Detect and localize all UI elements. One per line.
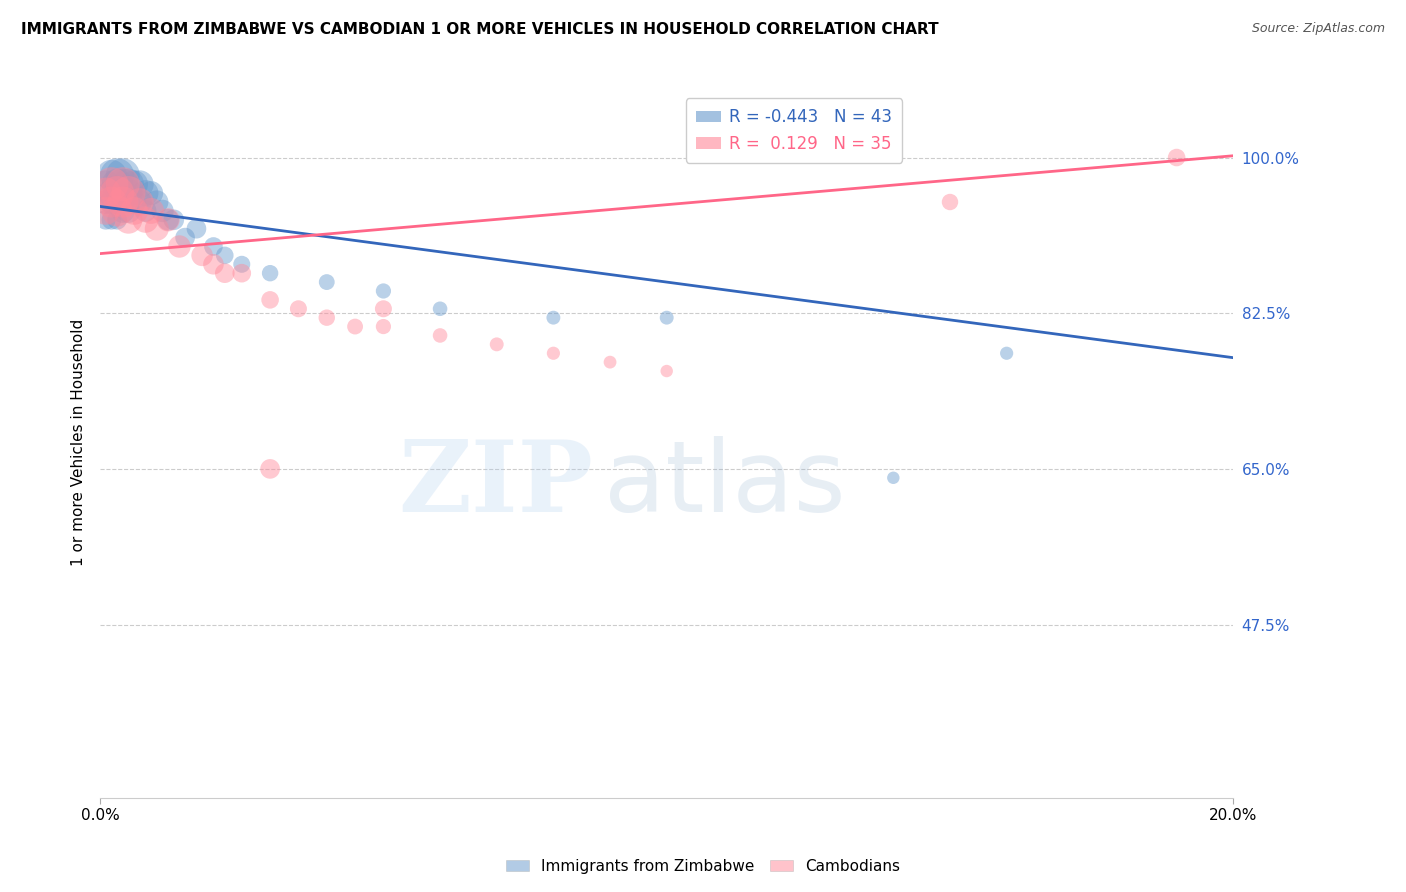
Point <box>122 178 145 192</box>
Point <box>146 221 169 235</box>
Point <box>105 178 128 192</box>
Point <box>134 203 156 218</box>
Point <box>105 212 128 227</box>
Point <box>128 194 150 209</box>
Point <box>94 194 117 209</box>
Point <box>373 284 395 298</box>
Point <box>117 186 139 200</box>
Text: ZIP: ZIP <box>398 436 593 533</box>
Point <box>105 186 128 200</box>
Point <box>543 310 565 325</box>
Point <box>1166 151 1188 165</box>
Point <box>599 355 621 369</box>
Point <box>231 257 253 271</box>
Point <box>939 194 962 209</box>
Legend: Immigrants from Zimbabwe, Cambodians: Immigrants from Zimbabwe, Cambodians <box>501 853 905 880</box>
Point <box>543 346 565 360</box>
Point <box>105 169 128 183</box>
Point <box>169 239 191 253</box>
Point <box>146 194 169 209</box>
Point <box>111 178 134 192</box>
Point <box>315 310 337 325</box>
Point <box>287 301 309 316</box>
Point <box>111 186 134 200</box>
Point <box>117 212 139 227</box>
Point <box>111 203 134 218</box>
Point <box>105 194 128 209</box>
Point <box>134 186 156 200</box>
Point <box>100 178 122 192</box>
Point <box>157 212 180 227</box>
Point <box>259 293 281 307</box>
Point <box>128 178 150 192</box>
Point <box>111 178 134 192</box>
Point <box>94 203 117 218</box>
Point <box>100 212 122 227</box>
Legend: R = -0.443   N = 43, R =  0.129   N = 35: R = -0.443 N = 43, R = 0.129 N = 35 <box>686 98 903 162</box>
Point <box>373 319 395 334</box>
Point <box>214 248 236 262</box>
Point <box>259 266 281 280</box>
Point <box>315 275 337 289</box>
Y-axis label: 1 or more Vehicles in Household: 1 or more Vehicles in Household <box>72 318 86 566</box>
Text: IMMIGRANTS FROM ZIMBABWE VS CAMBODIAN 1 OR MORE VEHICLES IN HOUSEHOLD CORRELATIO: IMMIGRANTS FROM ZIMBABWE VS CAMBODIAN 1 … <box>21 22 939 37</box>
Point <box>373 301 395 316</box>
Point <box>134 212 156 227</box>
Point <box>202 257 225 271</box>
Point <box>117 178 139 192</box>
Point <box>94 212 117 227</box>
Point <box>191 248 214 262</box>
Text: atlas: atlas <box>605 436 846 533</box>
Point <box>139 186 162 200</box>
Point <box>94 186 117 200</box>
Point <box>995 346 1018 360</box>
Point <box>100 194 122 209</box>
Point <box>100 169 122 183</box>
Point <box>655 364 678 378</box>
Point <box>214 266 236 280</box>
Point <box>117 186 139 200</box>
Text: Source: ZipAtlas.com: Source: ZipAtlas.com <box>1251 22 1385 36</box>
Point <box>344 319 367 334</box>
Point <box>485 337 508 351</box>
Point <box>122 194 145 209</box>
Point <box>128 194 150 209</box>
Point <box>157 212 180 227</box>
Point <box>259 462 281 476</box>
Point <box>94 178 117 192</box>
Point <box>105 186 128 200</box>
Point <box>105 203 128 218</box>
Point <box>186 221 208 235</box>
Point <box>174 230 197 244</box>
Point <box>117 203 139 218</box>
Point <box>163 212 186 227</box>
Point <box>111 169 134 183</box>
Point <box>882 471 904 485</box>
Point <box>231 266 253 280</box>
Point <box>139 203 162 218</box>
Point <box>100 186 122 200</box>
Point <box>152 203 174 218</box>
Point <box>111 194 134 209</box>
Point <box>202 239 225 253</box>
Point <box>429 328 451 343</box>
Point <box>429 301 451 316</box>
Point <box>100 194 122 209</box>
Point <box>122 203 145 218</box>
Point <box>655 310 678 325</box>
